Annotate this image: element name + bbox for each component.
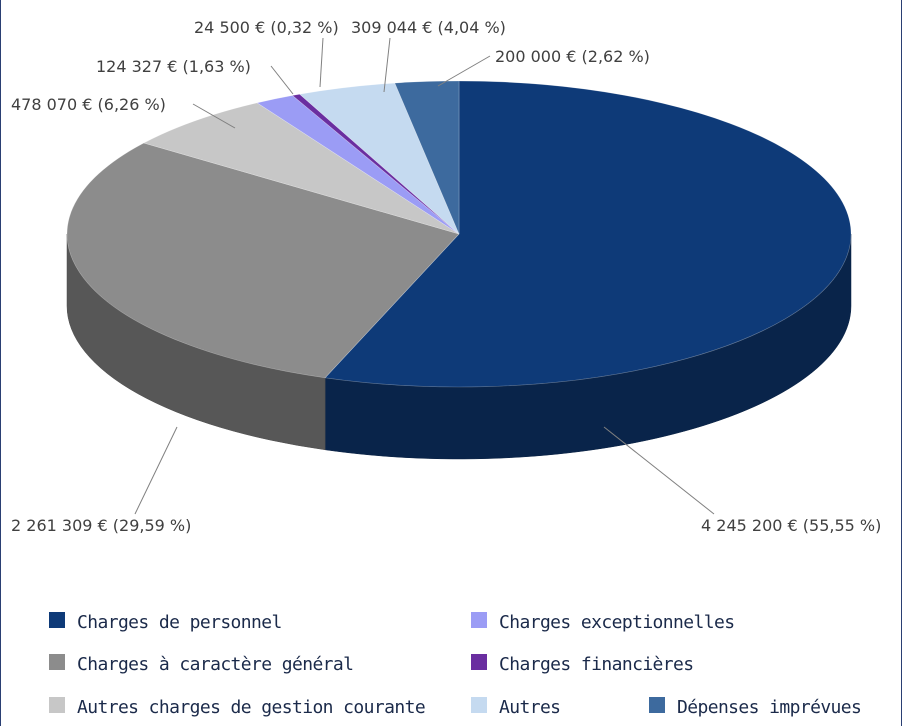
leader-line-charges-exceptionnelles bbox=[270, 65, 294, 95]
legend: Charges de personnel Charges exceptionnel… bbox=[49, 612, 862, 718]
legend-item-charges-exceptionnelles: Charges exceptionnelles bbox=[471, 612, 735, 633]
legend-swatch bbox=[49, 654, 65, 670]
leader-line-autres-charges-de-gestion-courante bbox=[192, 103, 236, 129]
legend-item-charges-a-caractere-general: Charges à caractère général bbox=[49, 654, 354, 675]
slice-charges-financieres bbox=[291, 93, 460, 235]
slice-autres bbox=[299, 82, 460, 235]
legend-item-charges-financieres: Charges financières bbox=[471, 654, 694, 675]
legend-label: Charges de personnel bbox=[77, 612, 282, 633]
legend-swatch bbox=[471, 612, 487, 628]
legend-item-autres: Autres bbox=[471, 697, 561, 718]
leader-line-charges-a-caractere-general bbox=[134, 426, 178, 515]
leader-line-autres bbox=[383, 37, 391, 93]
data-label-charges-a-caractere-general: 2 261 309 € (29,59 %) bbox=[11, 516, 191, 535]
data-label-autres-charges-de-gestion-courante: 478 070 € (6,26 %) bbox=[11, 95, 166, 114]
data-label-charges-de-personnel: 4 245 200 € (55,55 %) bbox=[701, 516, 881, 535]
legend-swatch bbox=[49, 612, 65, 628]
legend-item-charges-de-personnel: Charges de personnel bbox=[49, 612, 282, 633]
legend-label: Charges financières bbox=[499, 654, 694, 675]
slice-depenses-imprevues bbox=[394, 80, 460, 235]
legend-swatch bbox=[49, 697, 65, 713]
legend-item-depenses-imprevues: Dépenses imprévues bbox=[649, 697, 862, 718]
legend-label: Autres bbox=[499, 697, 560, 718]
data-label-charges-exceptionnelles: 124 327 € (1,63 %) bbox=[96, 57, 251, 76]
slice-charges-de-personnel bbox=[324, 80, 852, 388]
leader-line-charges-de-personnel bbox=[603, 426, 715, 515]
legend-swatch bbox=[649, 697, 665, 713]
pie-tops bbox=[66, 80, 852, 388]
legend-label: Charges exceptionnelles bbox=[499, 612, 734, 633]
legend-swatch bbox=[471, 697, 487, 713]
legend-item-autres-charges-de-gestion-courante: Autres charges de gestion courante bbox=[49, 697, 426, 718]
slice-autres-charges-de-gestion-courante bbox=[143, 102, 460, 235]
slice-charges-a-caractere-general bbox=[66, 142, 460, 379]
data-label-depenses-imprevues: 200 000 € (2,62 %) bbox=[495, 47, 650, 66]
data-labels: 4 245 200 € (55,55 %) 2 261 309 € (29,59 … bbox=[11, 18, 881, 535]
data-label-autres: 309 044 € (4,04 %) bbox=[351, 18, 506, 37]
legend-label: Dépenses imprévues bbox=[677, 697, 861, 718]
legend-label: Charges à caractère général bbox=[77, 654, 353, 675]
data-label-charges-financieres: 24 500 € (0,32 %) bbox=[194, 18, 339, 37]
leader-lines bbox=[134, 37, 715, 515]
legend-label: Autres charges de gestion courante bbox=[77, 697, 425, 718]
slice-charges-exceptionnelles bbox=[256, 95, 460, 235]
legend-swatch bbox=[471, 654, 487, 670]
leader-line-charges-financieres bbox=[319, 37, 324, 88]
leader-line-depenses-imprevues bbox=[437, 55, 491, 87]
